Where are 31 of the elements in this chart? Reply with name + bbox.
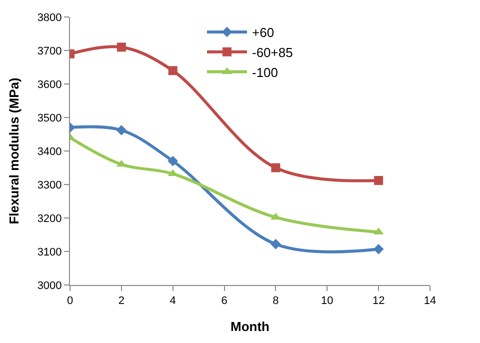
y-tick-label: 3000 — [37, 280, 62, 292]
point — [373, 244, 384, 254]
y-axis-title: Flexural modulus (MPa) — [6, 78, 22, 224]
x-tick-label: 14 — [424, 295, 436, 308]
point — [374, 176, 384, 185]
y-tick-label: 3700 — [37, 45, 62, 58]
point — [271, 163, 280, 172]
point — [270, 238, 281, 250]
point — [116, 42, 126, 52]
y-tick-label: 3200 — [37, 212, 62, 225]
y-tick-label: 3400 — [37, 146, 62, 158]
x-tick-label: 2 — [118, 295, 124, 308]
point — [168, 66, 178, 76]
x-tick-label: 10 — [321, 295, 334, 308]
x-axis-title: Month — [230, 318, 270, 334]
x-tick-label: 4 — [170, 295, 176, 308]
y-tick-label: 3300 — [37, 179, 62, 192]
y-tick-label: 3100 — [37, 246, 62, 258]
point — [116, 125, 127, 136]
x-tick-label: 6 — [221, 295, 228, 308]
x-tick-label: 0 — [66, 295, 74, 308]
legend-label: +60 — [252, 25, 274, 40]
y-tick-label: 3800 — [37, 12, 62, 24]
legend-label: -60+85 — [252, 44, 293, 60]
x-tick-label: 12 — [372, 295, 385, 308]
point — [168, 156, 178, 166]
y-tick-label: 3600 — [37, 78, 62, 91]
point — [270, 212, 281, 220]
y-tick-label: 3500 — [37, 112, 62, 124]
legend-label: -100 — [252, 64, 278, 80]
x-tick-label: 8 — [272, 295, 279, 308]
